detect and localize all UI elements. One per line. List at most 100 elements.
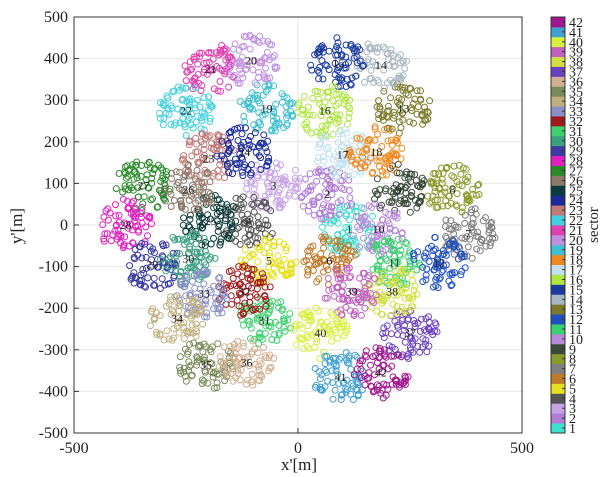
point	[211, 254, 219, 262]
point	[336, 63, 344, 71]
point	[447, 282, 455, 290]
point	[100, 237, 108, 245]
point	[154, 203, 162, 211]
point	[299, 202, 307, 210]
point	[319, 235, 327, 243]
point	[264, 85, 272, 93]
point	[121, 182, 129, 190]
point	[215, 142, 223, 149]
point	[186, 223, 194, 231]
point	[213, 196, 221, 204]
point	[304, 103, 312, 111]
point	[320, 157, 328, 165]
point	[436, 274, 444, 282]
point	[172, 168, 180, 176]
point	[240, 200, 248, 208]
point	[238, 204, 246, 212]
point	[215, 220, 223, 228]
point	[390, 166, 398, 174]
point	[263, 148, 271, 156]
point	[390, 63, 398, 70]
point	[198, 130, 206, 138]
point	[306, 111, 314, 119]
point	[252, 227, 260, 235]
y-tick-label: 500	[44, 9, 68, 26]
point	[146, 212, 154, 220]
point	[262, 216, 270, 224]
point	[205, 93, 213, 101]
point	[198, 49, 206, 57]
point	[217, 87, 225, 95]
point	[264, 158, 272, 166]
point	[485, 235, 493, 243]
point	[394, 331, 401, 339]
y-tick-label: -500	[39, 425, 68, 442]
point	[309, 94, 317, 102]
point	[458, 234, 466, 242]
point	[352, 72, 360, 80]
point	[203, 251, 211, 259]
point	[150, 274, 158, 282]
point	[390, 262, 398, 270]
point	[288, 261, 296, 268]
point	[145, 159, 153, 167]
point	[315, 144, 322, 152]
point	[142, 223, 150, 231]
sector-label-14: 14	[375, 58, 387, 72]
point	[355, 148, 363, 156]
point	[374, 45, 382, 53]
point	[408, 107, 416, 114]
point	[193, 96, 201, 104]
point	[267, 323, 275, 331]
point	[254, 91, 262, 99]
point	[225, 129, 233, 137]
point	[376, 230, 384, 238]
point	[325, 66, 333, 74]
point	[191, 81, 199, 89]
point	[334, 39, 342, 47]
point	[249, 95, 257, 103]
sector-label-36: 36	[240, 355, 252, 369]
point	[374, 265, 382, 273]
point	[210, 234, 217, 242]
point	[239, 172, 247, 180]
point	[266, 319, 274, 326]
point	[317, 112, 325, 120]
sector-label-34: 34	[171, 312, 183, 326]
point	[472, 232, 480, 240]
point	[159, 121, 167, 129]
point	[199, 195, 207, 202]
point	[248, 89, 256, 97]
point	[139, 200, 147, 208]
point	[421, 117, 429, 125]
point	[432, 282, 440, 290]
point	[193, 250, 201, 258]
point	[338, 52, 346, 60]
point	[336, 111, 344, 119]
point	[163, 327, 171, 335]
point	[460, 253, 468, 261]
point	[121, 168, 129, 176]
point	[274, 196, 282, 204]
point	[234, 124, 241, 132]
point	[357, 311, 365, 319]
point	[155, 161, 162, 169]
point	[220, 155, 228, 163]
point	[345, 227, 352, 235]
point	[334, 138, 342, 146]
point	[380, 66, 388, 74]
point	[453, 190, 461, 198]
point	[99, 221, 107, 229]
point	[393, 259, 400, 267]
point	[317, 88, 325, 96]
point	[415, 198, 423, 206]
point	[413, 87, 421, 95]
point	[237, 124, 244, 132]
point	[131, 246, 139, 253]
point	[373, 62, 381, 70]
point	[260, 131, 268, 139]
point	[200, 59, 208, 67]
point	[198, 82, 206, 89]
point	[185, 141, 193, 149]
point	[253, 37, 261, 45]
